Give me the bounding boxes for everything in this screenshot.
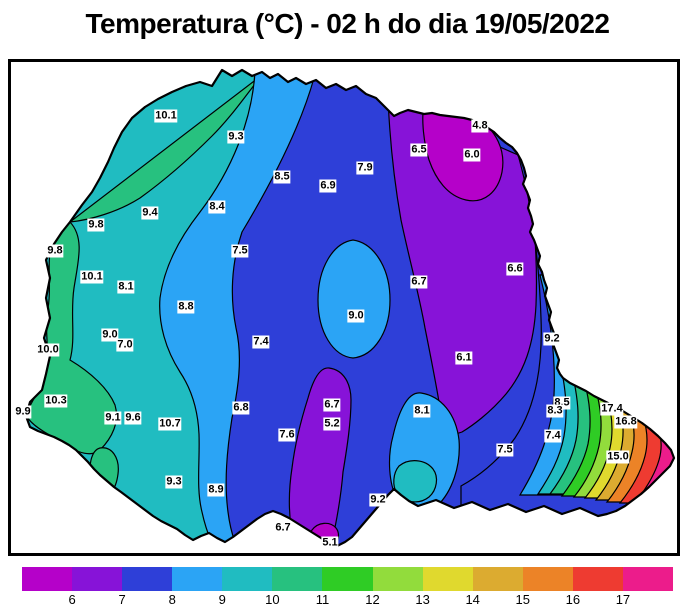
colorbar-tick: 12 (365, 592, 380, 606)
colorbar-segment (372, 567, 423, 591)
colorbar-tick: 9 (218, 592, 226, 606)
colorbar (22, 567, 674, 591)
colorbar-segment (222, 567, 273, 591)
station-label: 9.3 (165, 475, 183, 489)
station-label: 9.0 (101, 328, 119, 342)
colorbar-segment (322, 567, 373, 591)
station-label: 7.5 (231, 244, 249, 258)
station-label: 7.4 (544, 429, 562, 443)
station-label: 15.0 (606, 450, 630, 464)
station-label: 8.1 (117, 280, 135, 294)
station-label: 6.7 (410, 275, 428, 289)
colorbar-tick: 8 (168, 592, 176, 606)
station-label: 10.3 (44, 394, 68, 408)
station-label: 6.7 (323, 398, 341, 412)
station-label: 9.8 (46, 244, 64, 258)
station-label: 8.8 (177, 300, 195, 314)
station-label: 5.2 (323, 417, 341, 431)
colorbar-segment (22, 567, 73, 591)
station-label: 9.4 (141, 206, 159, 220)
station-label: 7.4 (252, 335, 270, 349)
station-label: 16.8 (614, 415, 638, 429)
station-label: 6.6 (506, 262, 524, 276)
colorbar-tick: 7 (118, 592, 126, 606)
station-label: 17.4 (600, 402, 624, 416)
colorbar-segment (572, 567, 623, 591)
colorbar-segment (622, 567, 674, 591)
station-label: 10.0 (36, 343, 60, 357)
colorbar-tick: 16 (565, 592, 581, 606)
station-label: 9.8 (87, 218, 105, 232)
station-label: 10.7 (158, 417, 182, 431)
station-label: 9.1 (104, 411, 122, 425)
station-label: 6.9 (319, 179, 337, 193)
station-label: 7.5 (496, 443, 514, 457)
colorbar-segment (272, 567, 323, 591)
station-label: 8.5 (273, 170, 291, 184)
station-label: 6.1 (455, 351, 473, 365)
colorbar-segment (72, 567, 123, 591)
colorbar-segment (522, 567, 573, 591)
station-label: 8.9 (207, 483, 225, 497)
colorbar-tick: 14 (465, 592, 480, 606)
station-label: 8.3 (546, 404, 564, 418)
station-label: 6.8 (232, 401, 250, 415)
station-label: 9.3 (227, 130, 245, 144)
station-label: 9.2 (543, 332, 561, 346)
station-label: 8.4 (208, 200, 226, 214)
colorbar-segment (422, 567, 473, 591)
station-label: 9.6 (124, 411, 142, 425)
colorbar-tick: 10 (265, 592, 280, 606)
contour-band-6-7-south (288, 367, 352, 546)
station-label: 6.5 (410, 143, 428, 157)
station-label: 5.1 (321, 536, 339, 550)
colorbar-tick: 15 (515, 592, 530, 606)
station-label: 8.1 (413, 404, 431, 418)
contour-band-8-9-oval (317, 239, 391, 359)
colorbar-tick: 6 (68, 592, 76, 606)
colorbar-tick: 11 (315, 592, 330, 606)
station-label: 7.9 (356, 161, 374, 175)
station-label: 9.2 (369, 493, 387, 507)
station-label: 6.7 (274, 521, 292, 535)
state-outline (24, 68, 676, 548)
colorbar-tick: 13 (415, 592, 430, 606)
station-label: 9.0 (347, 309, 365, 323)
chart-title: Temperatura (°C) - 02 h do dia 19/05/202… (85, 8, 610, 39)
station-label: 4.8 (471, 119, 489, 133)
station-label: 7.0 (116, 338, 134, 352)
colorbar-tick: 17 (615, 592, 631, 606)
contour-band-9-10-south-core (393, 460, 438, 503)
colorbar-segment (472, 567, 523, 591)
colorbar-segment (122, 567, 173, 591)
colorbar-segment (172, 567, 223, 591)
station-label: 6.0 (463, 148, 481, 162)
station-label: 10.1 (80, 270, 104, 284)
contour-fills (26, 70, 674, 546)
station-label: 10.1 (154, 109, 178, 123)
station-label: 7.6 (278, 428, 296, 442)
contour-band-10-11-nw (67, 74, 263, 223)
station-label: 9.9 (14, 405, 32, 419)
